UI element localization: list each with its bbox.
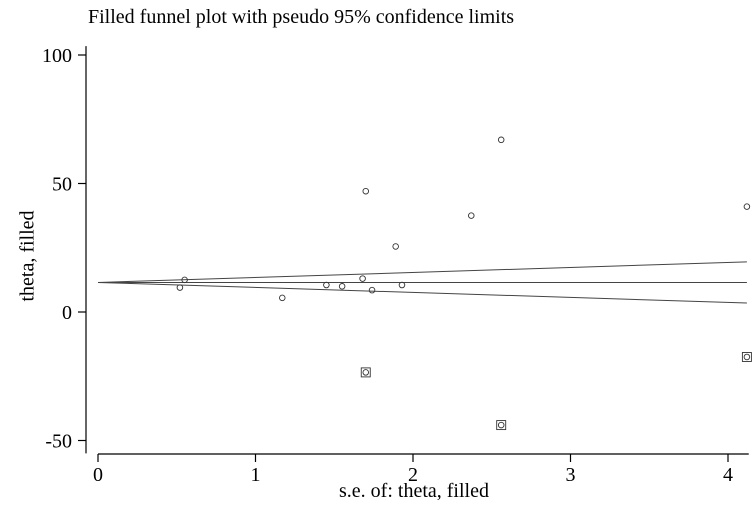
x-tick-label: 0 xyxy=(93,464,103,486)
filled-study-marker xyxy=(360,367,371,378)
observed-study-point xyxy=(392,243,399,250)
filled-study-marker xyxy=(741,352,752,362)
observed-study-point xyxy=(468,212,475,219)
funnel-lower-limit xyxy=(97,281,747,304)
filled-study-point xyxy=(497,421,505,429)
funnel-upper-limit xyxy=(97,261,747,283)
observed-study-point xyxy=(497,136,505,144)
x-tick-label: 4 xyxy=(723,464,733,486)
observed-study-point xyxy=(359,275,366,282)
observed-study-point xyxy=(176,284,184,291)
chart-title: Filled funnel plot with pseudo 95% confi… xyxy=(88,6,515,28)
x-tick-label: 1 xyxy=(251,464,261,486)
observed-study-point xyxy=(279,294,286,302)
observed-study-point xyxy=(338,283,346,290)
observed-study-point xyxy=(362,187,370,195)
observed-study-point xyxy=(398,281,406,289)
y-tick-label: -50 xyxy=(45,431,72,453)
filled-study-point xyxy=(743,353,751,361)
y-tick-label: 0 xyxy=(62,302,72,324)
x-tick-label: 3 xyxy=(566,464,576,486)
observed-study-point xyxy=(743,203,751,210)
y-tick-label: 50 xyxy=(52,174,72,196)
x-tick-label: 2 xyxy=(408,464,418,486)
observed-study-point xyxy=(368,286,376,294)
filled-study-marker xyxy=(496,420,507,431)
filled-study-point xyxy=(362,369,370,376)
observed-study-point xyxy=(181,276,188,284)
y-tick-label: 100 xyxy=(42,45,72,67)
x-axis-label: s.e. of: theta, filled xyxy=(339,480,489,502)
observed-study-point xyxy=(323,281,330,289)
